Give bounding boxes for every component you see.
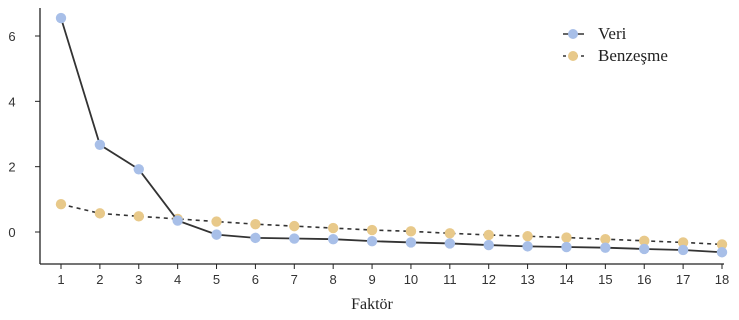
data-point-veri: [172, 215, 183, 226]
x-tick-label: 14: [559, 272, 573, 287]
x-tick-label: 13: [520, 272, 534, 287]
data-point-benzesme: [483, 229, 494, 241]
data-point-veri: [522, 241, 533, 252]
data-point-veri: [600, 242, 611, 253]
data-point-benzesme: [133, 211, 144, 222]
data-point-veri: [483, 239, 494, 251]
data-point-veri: [716, 247, 728, 258]
data-point-veri: [289, 233, 300, 244]
x-tick-label: 10: [404, 272, 418, 287]
legend-marker-veri: [568, 29, 578, 39]
data-point-benzesme: [522, 231, 533, 242]
x-axis-title: Faktör: [351, 296, 393, 313]
data-point-benzesme: [289, 220, 300, 232]
data-point-veri: [133, 164, 144, 175]
y-tick-label: 0: [8, 225, 15, 240]
x-tick-label: 2: [96, 272, 103, 287]
data-point-benzesme: [327, 222, 339, 234]
x-tick-label: 16: [637, 272, 651, 287]
x-tick-label: 6: [252, 272, 259, 287]
data-point-benzesme: [600, 233, 611, 245]
data-point-veri: [561, 241, 572, 253]
data-point-benzesme: [405, 226, 417, 237]
data-point-benzesme: [639, 235, 650, 247]
data-point-veri: [250, 232, 261, 244]
series-line-veri: [60, 17, 723, 254]
y-tick-label: 6: [8, 29, 15, 44]
x-tick-label: 3: [135, 272, 142, 287]
data-point-veri: [639, 243, 650, 255]
legend-marker-benzesme: [568, 51, 578, 61]
data-point-benzesme: [444, 228, 456, 239]
x-ticks: 1 2 3 4 5 6 7 8 9 10 11 12 13 14 15 16 17 18: [57, 264, 729, 287]
x-tick-label: 8: [330, 272, 337, 287]
x-tick-label: 4: [174, 272, 181, 287]
data-point-veri: [327, 233, 339, 245]
data-point-veri: [405, 237, 417, 248]
data-point-veri: [55, 12, 67, 24]
data-point-veri: [444, 238, 456, 249]
x-tick-label: 12: [481, 272, 495, 287]
data-point-veri: [366, 235, 378, 247]
series-line-benzesme: [60, 203, 723, 246]
data-point-veri: [677, 244, 689, 256]
data-point-benzesme: [716, 239, 728, 250]
x-tick-label: 9: [368, 272, 375, 287]
x-tick-label: 7: [291, 272, 298, 287]
y-ticks: 0 2 4 6: [8, 29, 40, 240]
x-tick-label: 11: [443, 272, 457, 287]
data-point-benzesme: [250, 218, 261, 230]
x-tick-label: 15: [598, 272, 612, 287]
data-point-benzesme: [677, 237, 689, 248]
data-point-veri: [94, 139, 106, 150]
data-point-benzesme: [211, 216, 222, 227]
x-tick-label: 18: [715, 272, 729, 287]
y-tick-label: 4: [8, 94, 15, 109]
data-point-benzesme: [561, 232, 572, 243]
data-point-veri: [211, 229, 222, 240]
legend-label-benzesme: Benzeşme: [598, 46, 668, 65]
data-point-benzesme: [94, 208, 106, 219]
legend-item-veri: Veri: [563, 24, 627, 43]
y-tick-label: 2: [8, 160, 15, 175]
x-tick-label: 17: [676, 272, 690, 287]
x-tick-label: 5: [213, 272, 220, 287]
legend-label-veri: Veri: [598, 24, 627, 43]
legend-item-benzesme: Benzeşme: [563, 46, 668, 65]
data-point-benzesme: [55, 199, 67, 210]
x-tick-label: 1: [57, 272, 64, 287]
series-layer: [55, 12, 728, 258]
data-point-benzesme: [366, 224, 378, 236]
legend: Veri Benzeşme: [563, 24, 668, 65]
